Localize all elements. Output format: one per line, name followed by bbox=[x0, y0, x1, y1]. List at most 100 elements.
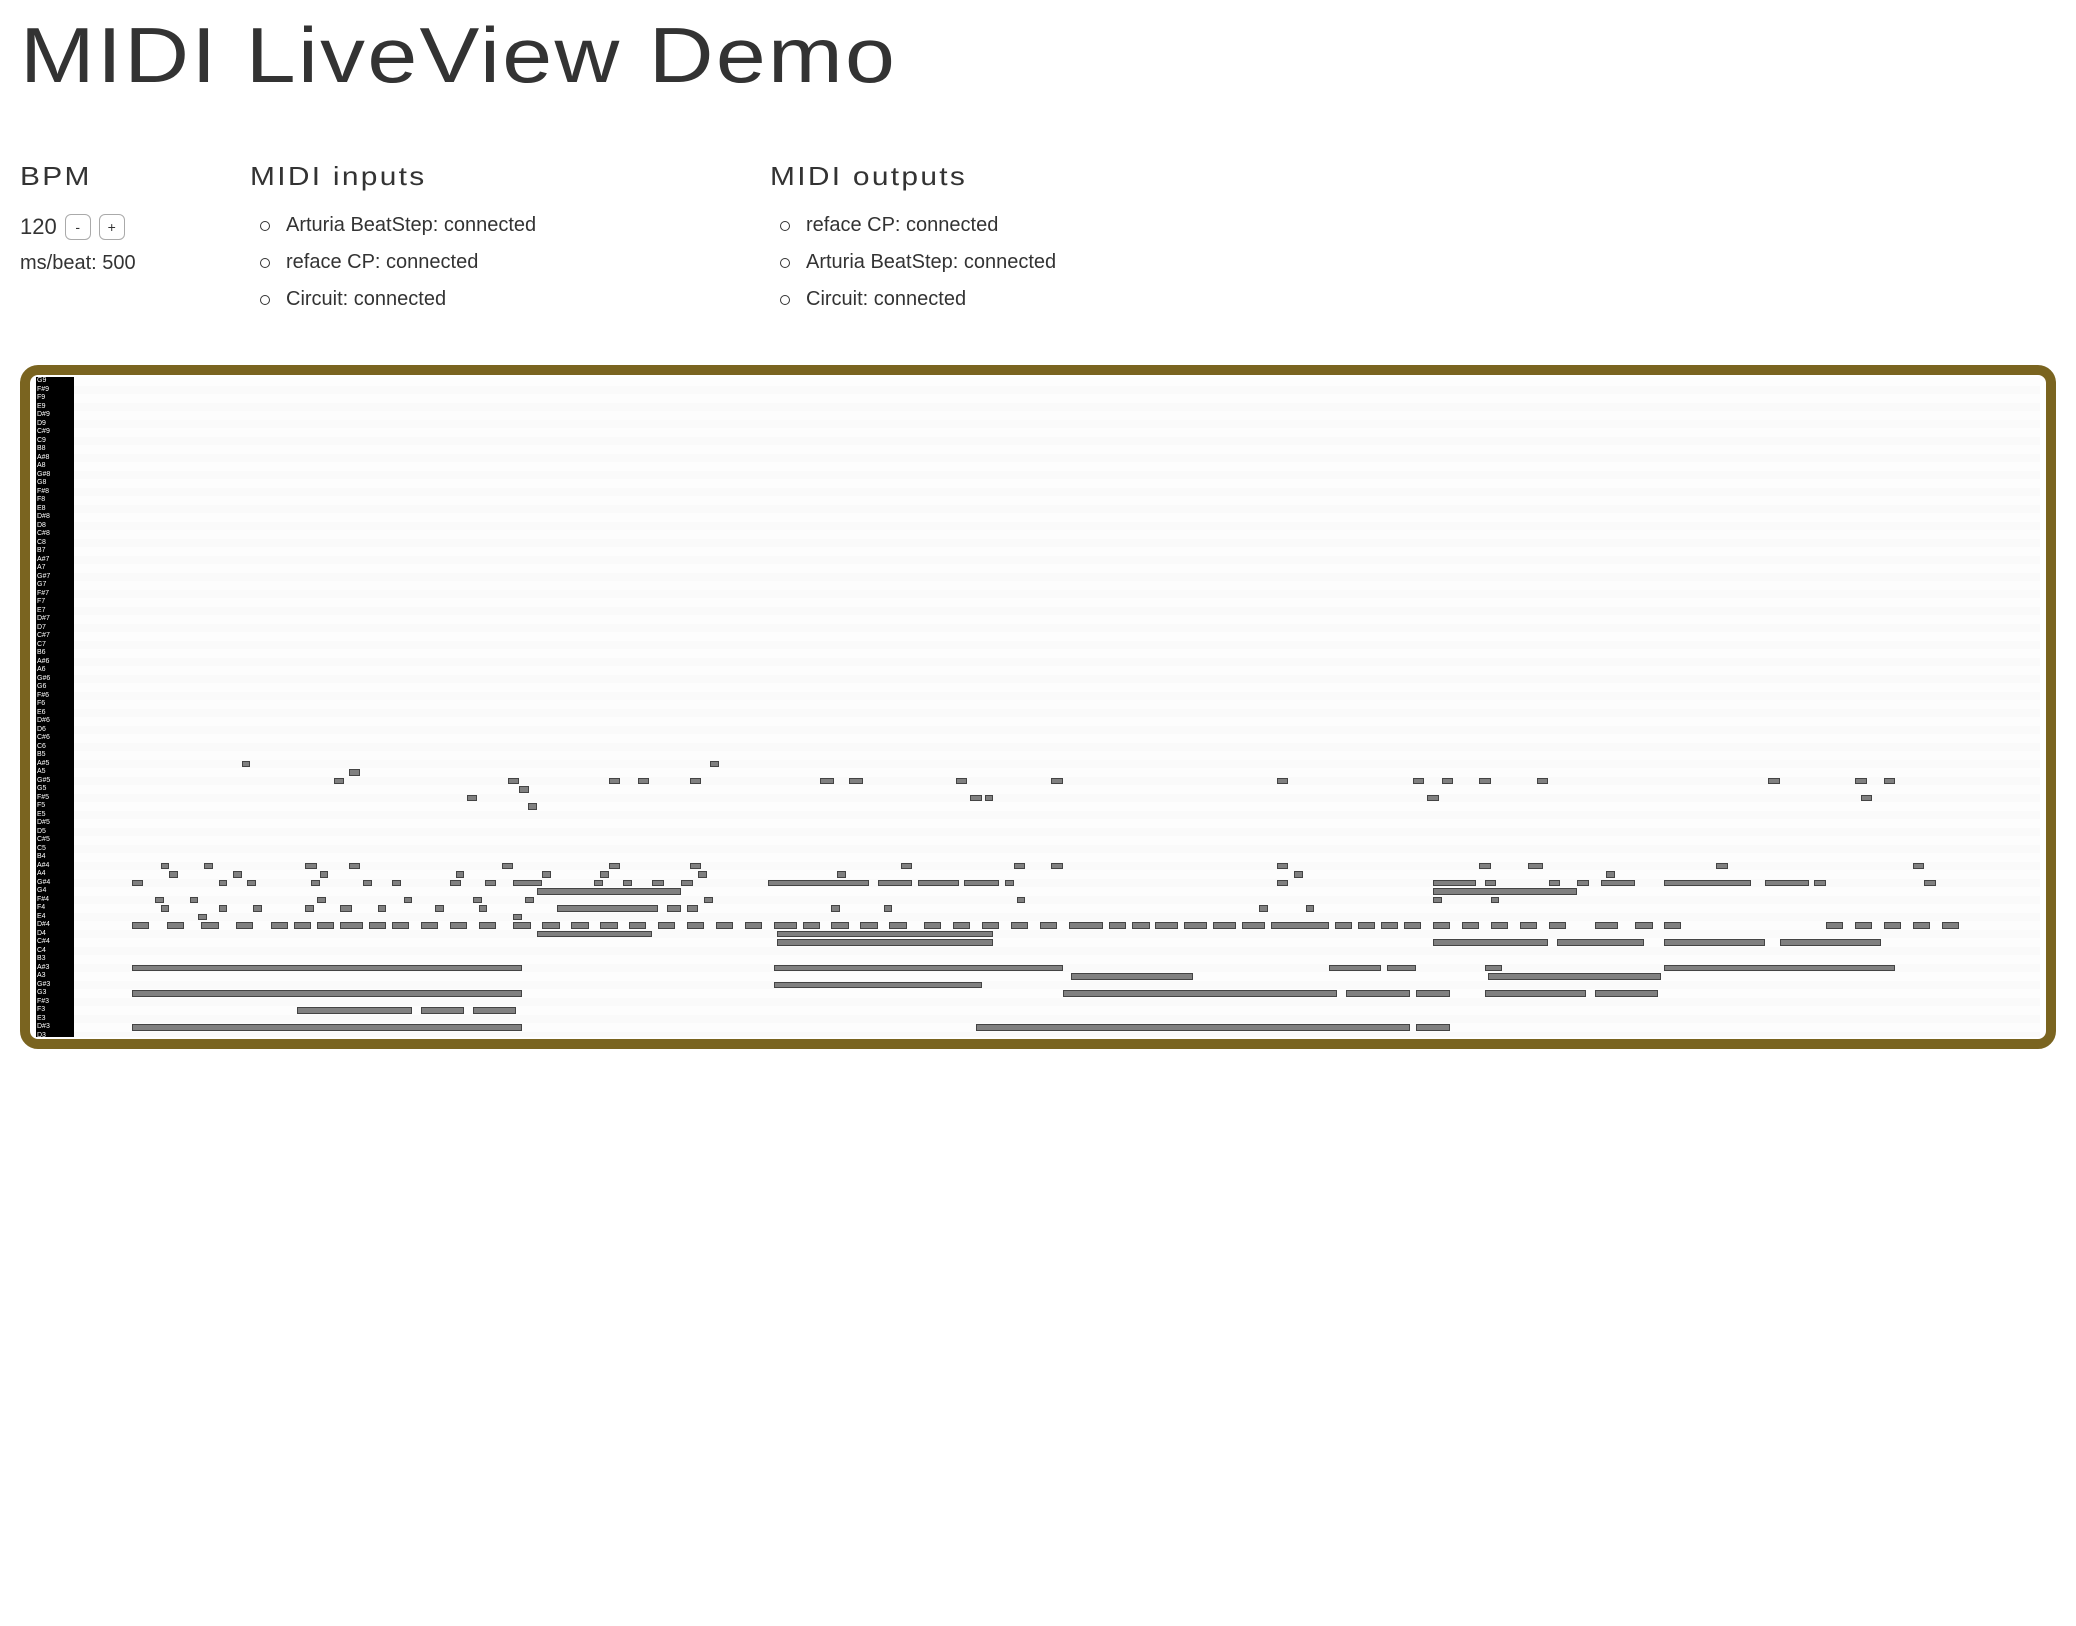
note-track[interactable] bbox=[74, 785, 2040, 794]
note-track[interactable] bbox=[74, 377, 2040, 386]
midi-note[interactable] bbox=[450, 880, 462, 887]
midi-note[interactable] bbox=[831, 922, 848, 929]
note-track[interactable] bbox=[74, 496, 2040, 505]
midi-note[interactable] bbox=[1664, 922, 1681, 929]
midi-note[interactable] bbox=[198, 914, 207, 921]
midi-note[interactable] bbox=[1485, 880, 1497, 887]
midi-note[interactable] bbox=[1479, 863, 1491, 870]
note-track[interactable] bbox=[74, 879, 2040, 888]
midi-note[interactable] bbox=[704, 897, 713, 904]
midi-note[interactable] bbox=[1577, 880, 1589, 887]
note-track[interactable] bbox=[74, 641, 2040, 650]
note-track[interactable] bbox=[74, 947, 2040, 956]
note-track[interactable] bbox=[74, 522, 2040, 531]
midi-note[interactable] bbox=[1063, 990, 1338, 997]
midi-note[interactable] bbox=[479, 922, 496, 929]
midi-note[interactable] bbox=[1549, 922, 1566, 929]
midi-note[interactable] bbox=[435, 905, 444, 912]
midi-note[interactable] bbox=[1277, 778, 1289, 785]
midi-note[interactable] bbox=[1381, 922, 1398, 929]
midi-note[interactable] bbox=[1416, 990, 1451, 997]
note-track[interactable] bbox=[74, 1023, 2040, 1032]
midi-note[interactable] bbox=[600, 871, 609, 878]
midi-note[interactable] bbox=[609, 863, 621, 870]
note-track[interactable] bbox=[74, 539, 2040, 548]
midi-note[interactable] bbox=[745, 922, 762, 929]
note-track[interactable] bbox=[74, 607, 2040, 616]
midi-note[interactable] bbox=[537, 888, 682, 895]
midi-note[interactable] bbox=[1765, 880, 1808, 887]
note-track[interactable] bbox=[74, 726, 2040, 735]
midi-note[interactable] bbox=[161, 863, 170, 870]
midi-note[interactable] bbox=[970, 795, 982, 802]
midi-note[interactable] bbox=[1346, 990, 1410, 997]
midi-note[interactable] bbox=[1109, 922, 1126, 929]
midi-note[interactable] bbox=[1051, 863, 1063, 870]
midi-note[interactable] bbox=[1913, 863, 1925, 870]
midi-note[interactable] bbox=[132, 922, 149, 929]
note-track[interactable] bbox=[74, 471, 2040, 480]
midi-note[interactable] bbox=[768, 880, 869, 887]
note-track[interactable] bbox=[74, 564, 2040, 573]
midi-note[interactable] bbox=[1442, 778, 1454, 785]
midi-note[interactable] bbox=[557, 905, 658, 912]
midi-note[interactable] bbox=[623, 880, 632, 887]
midi-note[interactable] bbox=[167, 922, 184, 929]
note-track[interactable] bbox=[74, 505, 2040, 514]
note-track[interactable] bbox=[74, 598, 2040, 607]
midi-note[interactable] bbox=[450, 922, 467, 929]
midi-note[interactable] bbox=[1664, 965, 1895, 972]
midi-note[interactable] bbox=[1433, 880, 1476, 887]
note-track[interactable] bbox=[74, 811, 2040, 820]
midi-note[interactable] bbox=[777, 939, 994, 946]
midi-note[interactable] bbox=[201, 922, 218, 929]
midi-note[interactable] bbox=[1520, 922, 1537, 929]
midi-note[interactable] bbox=[901, 863, 913, 870]
note-track[interactable] bbox=[74, 394, 2040, 403]
midi-note[interactable] bbox=[1884, 778, 1896, 785]
midi-note[interactable] bbox=[774, 922, 797, 929]
midi-note[interactable] bbox=[311, 880, 320, 887]
note-track[interactable] bbox=[74, 573, 2040, 582]
midi-note[interactable] bbox=[1595, 922, 1618, 929]
note-track[interactable] bbox=[74, 454, 2040, 463]
note-track[interactable] bbox=[74, 649, 2040, 658]
midi-note[interactable] bbox=[690, 778, 702, 785]
midi-note[interactable] bbox=[1259, 905, 1268, 912]
midi-note[interactable] bbox=[1491, 897, 1500, 904]
midi-note[interactable] bbox=[161, 905, 170, 912]
midi-note[interactable] bbox=[681, 880, 693, 887]
midi-note[interactable] bbox=[340, 922, 363, 929]
midi-note[interactable] bbox=[1433, 922, 1450, 929]
midi-note[interactable] bbox=[1005, 880, 1014, 887]
midi-note[interactable] bbox=[1488, 973, 1661, 980]
midi-note[interactable] bbox=[638, 778, 650, 785]
note-track[interactable] bbox=[74, 981, 2040, 990]
note-track[interactable] bbox=[74, 615, 2040, 624]
midi-note[interactable] bbox=[1213, 922, 1236, 929]
midi-note[interactable] bbox=[467, 795, 477, 802]
midi-note[interactable] bbox=[1664, 880, 1751, 887]
note-track[interactable] bbox=[74, 624, 2040, 633]
note-track[interactable] bbox=[74, 666, 2040, 675]
note-track[interactable] bbox=[74, 420, 2040, 429]
midi-note[interactable] bbox=[519, 786, 529, 793]
note-track[interactable] bbox=[74, 437, 2040, 446]
midi-note[interactable] bbox=[629, 922, 646, 929]
midi-note[interactable] bbox=[687, 922, 704, 929]
note-track[interactable] bbox=[74, 1032, 2040, 1038]
midi-note[interactable] bbox=[1017, 897, 1026, 904]
midi-note[interactable] bbox=[1780, 939, 1881, 946]
midi-note[interactable] bbox=[884, 905, 893, 912]
midi-note[interactable] bbox=[976, 1024, 1410, 1031]
note-track[interactable] bbox=[74, 513, 2040, 522]
midi-note[interactable] bbox=[320, 871, 329, 878]
midi-note[interactable] bbox=[837, 871, 846, 878]
note-track[interactable] bbox=[74, 743, 2040, 752]
midi-note[interactable] bbox=[513, 922, 530, 929]
note-track[interactable] bbox=[74, 632, 2040, 641]
midi-note[interactable] bbox=[774, 965, 1063, 972]
midi-note[interactable] bbox=[774, 982, 982, 989]
midi-note[interactable] bbox=[1479, 778, 1491, 785]
midi-note[interactable] bbox=[1329, 965, 1381, 972]
